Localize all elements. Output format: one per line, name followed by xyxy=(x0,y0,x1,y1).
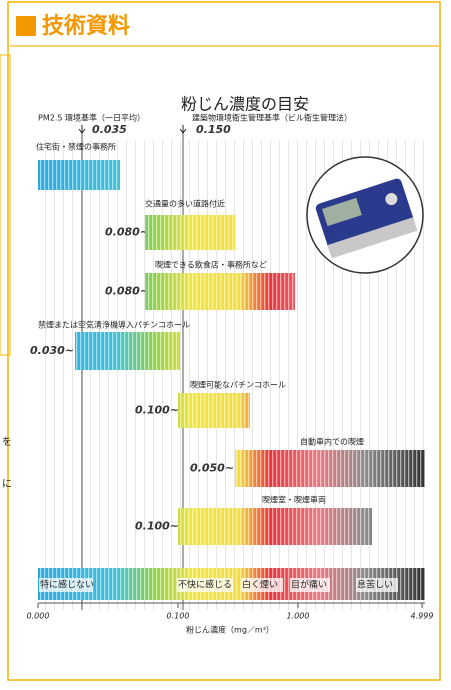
arrow xyxy=(179,125,187,135)
item-label: 禁煙または空気清浄機導入パチンコホール xyxy=(38,320,190,330)
scale-label: 息苦しい xyxy=(357,579,393,591)
scale-label: 特に感じない xyxy=(40,579,94,591)
header-title: 技術資料 xyxy=(42,13,130,39)
item-value: 0.080~ xyxy=(105,226,149,239)
side-text: に xyxy=(2,478,12,490)
range-stripes xyxy=(75,332,180,370)
scale-label-bg xyxy=(290,578,330,592)
range-stripes xyxy=(145,215,235,250)
header-icon xyxy=(16,16,36,36)
standard-value: 0.035 xyxy=(92,123,127,136)
item-value: 0.100~ xyxy=(135,404,179,417)
range-stripes xyxy=(178,508,372,545)
item-value: 0.050~ xyxy=(190,462,234,475)
scale-label-bg xyxy=(356,578,398,592)
scale-label: 不快に感じる xyxy=(178,579,232,591)
axis-label: 粉じん濃度（mg／m³） xyxy=(186,625,274,635)
item-label: 喫煙できる飲食店・事務所など xyxy=(155,260,267,270)
range-stripes xyxy=(145,273,295,310)
scale-label: 目が痛い xyxy=(291,579,327,591)
standard-value: 0.150 xyxy=(196,123,231,136)
arrow xyxy=(78,125,86,135)
standard-label: 建築物環境衛生管理基準（ビル衛生管理法） xyxy=(192,113,352,123)
range-stripes xyxy=(38,160,120,190)
item-value: 0.030~ xyxy=(30,344,74,357)
item-label: 喫煙室・喫煙車両 xyxy=(262,495,326,505)
tick-label: 0.000 xyxy=(27,612,50,621)
range-stripes xyxy=(178,393,250,428)
side-panel xyxy=(0,54,11,356)
scale-label-bg xyxy=(177,578,233,592)
scale-label-bg xyxy=(241,578,283,592)
tick-label: 0.100 xyxy=(167,612,190,621)
standard-label: PM2.5 環境基準（一日平均） xyxy=(38,113,145,123)
item-label: 住宅街・禁煙の事務所 xyxy=(36,142,116,152)
side-text: を xyxy=(2,436,12,448)
range-stripes xyxy=(235,450,425,487)
tick-label: 1.000 xyxy=(287,612,310,621)
device xyxy=(315,178,418,259)
item-value: 0.100~ xyxy=(135,520,179,533)
item-label: 自動車内での喫煙 xyxy=(300,437,364,447)
scale-label-bg xyxy=(39,578,93,592)
item-value: 0.080~ xyxy=(105,285,149,298)
frame xyxy=(7,1,441,681)
item-label: 交通量の多い道路付近 xyxy=(145,199,225,209)
chart-title: 粉じん濃度の目安 xyxy=(181,95,309,114)
scale-label: 白く煙い xyxy=(242,579,278,591)
tick-label: 4.999 xyxy=(411,612,434,621)
item-label: 喫煙可能なパチンコホール xyxy=(190,380,286,390)
